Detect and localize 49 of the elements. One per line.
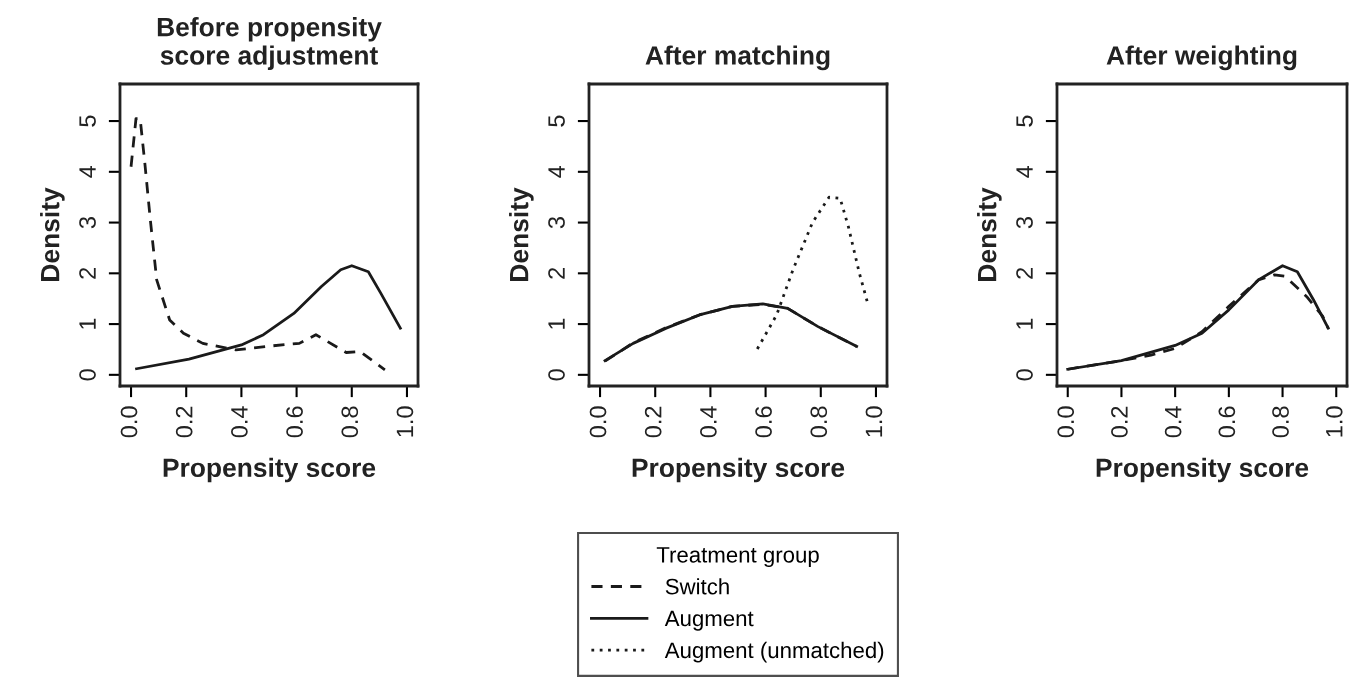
x-tick-label: 0.0 [1057, 406, 1075, 438]
y-tick-label: 5 [548, 115, 565, 127]
y-axis-title: Density [40, 187, 65, 281]
y-tick-label: 4 [79, 165, 96, 178]
y-tick-label: 4 [1016, 165, 1033, 178]
chart-title: Before propensity score adjustment [157, 17, 382, 71]
legend-label: Augment [664, 610, 754, 631]
x-tick-label: 1.0 [396, 406, 414, 437]
x-axis-title: Propensity score [632, 457, 845, 483]
chart-title: After matching [645, 45, 830, 71]
y-tick-label: 3 [548, 217, 565, 229]
x-tick-label: 0.4 [231, 406, 248, 438]
x-tick-label: 1.0 [1325, 406, 1343, 437]
x-tick-label: 0.8 [810, 406, 828, 438]
y-tick-label: 1 [548, 318, 565, 329]
y-tick-label: 5 [1016, 115, 1033, 127]
x-tick-label: 0.6 [1218, 406, 1236, 438]
y-tick-label: 0 [1016, 369, 1033, 381]
x-tick-label: 0.0 [589, 406, 607, 438]
y-tick-label: 1 [79, 318, 96, 329]
y-axis-title: Density [977, 187, 1002, 281]
y-tick-label: 3 [79, 217, 96, 229]
x-tick-label: 0.2 [175, 406, 193, 438]
legend-label: Augment (unmatched) [664, 641, 884, 663]
x-tick-label: 0.0 [120, 406, 138, 438]
x-tick-label: 0.4 [1164, 406, 1182, 438]
x-tick-label: 0.6 [755, 406, 772, 438]
x-tick-label: 1.0 [865, 406, 883, 437]
x-tick-label: 0.4 [700, 406, 717, 438]
x-tick-label: 0.8 [1272, 406, 1289, 438]
y-tick-label: 2 [548, 267, 565, 279]
y-tick-label: 5 [79, 115, 96, 127]
y-tick-label: 2 [1016, 267, 1033, 279]
legend-title: Treatment group [656, 547, 819, 568]
y-tick-label: 3 [1016, 217, 1033, 229]
x-axis-title: Propensity score [163, 457, 376, 483]
x-tick-label: 0.2 [644, 406, 662, 438]
y-tick-label: 0 [79, 369, 96, 381]
y-tick-label: 0 [548, 369, 565, 381]
y-tick-label: 4 [548, 165, 565, 178]
chart-title: After weighting [1106, 45, 1297, 71]
x-tick-label: 0.2 [1111, 406, 1128, 438]
x-tick-label: 0.8 [341, 406, 359, 438]
x-tick-label: 0.6 [286, 406, 303, 438]
y-tick-label: 1 [1016, 318, 1033, 329]
legend-label: Switch [665, 578, 729, 595]
y-tick-label: 2 [79, 267, 96, 279]
y-axis-title: Density [509, 187, 534, 281]
x-axis-title: Propensity score [1096, 457, 1309, 483]
